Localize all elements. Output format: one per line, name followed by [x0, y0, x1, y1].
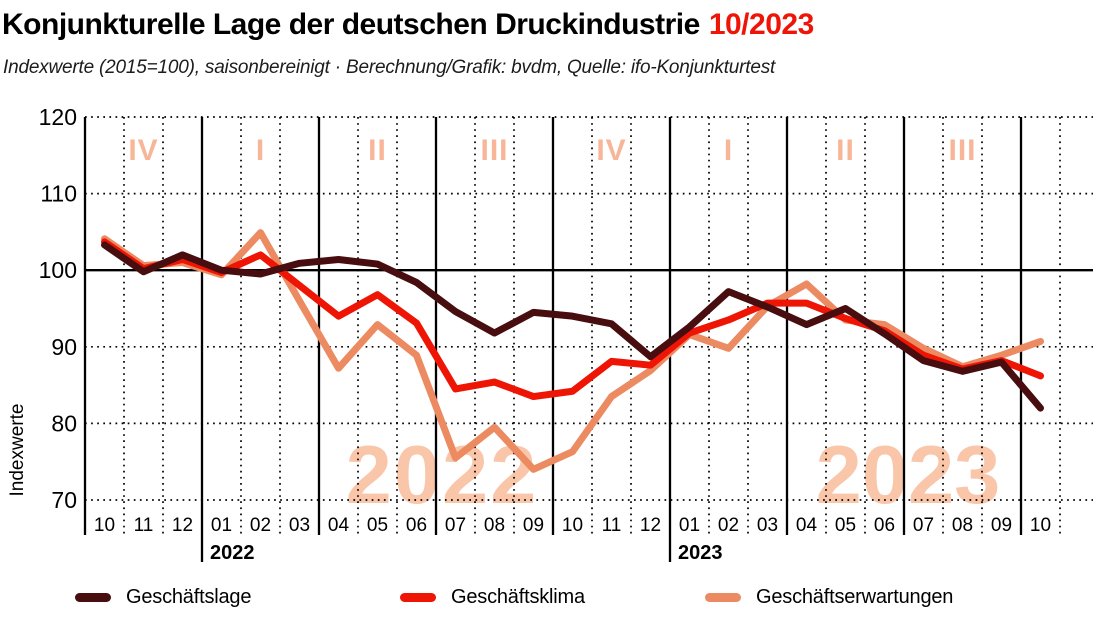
x-tick-0: 10 — [94, 515, 115, 536]
x-tick-24: 10 — [1030, 515, 1051, 536]
y-tick-120: 120 — [39, 104, 77, 130]
legend-label-geschaeftslage: Geschäftslage — [126, 585, 252, 608]
quarter-label-1: IV — [128, 134, 158, 167]
legend-swatch-geschaeftsklima-icon — [400, 592, 436, 602]
x-tick-9: 07 — [445, 515, 466, 536]
y-tick-90: 90 — [51, 334, 77, 360]
year-label-2023: 2023 — [678, 542, 723, 564]
watermark-2023: 2023 — [816, 428, 1001, 521]
quarter-label-5: IV — [596, 134, 626, 167]
x-tick-20: 06 — [874, 515, 895, 536]
x-tick-7: 05 — [367, 515, 388, 536]
x-tick-6: 04 — [328, 515, 350, 536]
legend-swatch-geschaeftslage-icon — [75, 592, 111, 602]
page-subtitle: Indexwerte (2015=100), saisonbereinigt ·… — [3, 57, 776, 78]
x-tick-3: 01 — [211, 515, 232, 536]
x-tick-8: 06 — [406, 515, 427, 536]
x-tick-2: 12 — [172, 515, 193, 536]
x-tick-15: 01 — [679, 515, 700, 536]
y-tick-100: 100 — [39, 257, 77, 283]
quarter-label-7: II — [836, 134, 855, 167]
x-tick-18: 04 — [796, 515, 818, 536]
quarter-label-8: III — [948, 134, 976, 167]
watermark-2022: 2022 — [346, 428, 539, 521]
y-tick-110: 110 — [40, 181, 77, 207]
y-tick-70: 70 — [51, 487, 77, 513]
x-tick-11: 09 — [523, 515, 544, 536]
page-title-text: Konjunkturelle Lage der deutschen Drucki… — [2, 8, 700, 41]
x-tick-16: 02 — [718, 515, 739, 536]
legend-item-geschaeftserwartungen: Geschäftserwartungen — [705, 585, 953, 609]
x-tick-21: 07 — [913, 515, 934, 536]
x-tick-5: 03 — [289, 515, 310, 536]
page-title-date: 10/2023 — [708, 8, 814, 41]
x-tick-4: 02 — [250, 515, 271, 536]
quarter-label-2: I — [256, 134, 265, 167]
legend-item-geschaeftsklima: Geschäftsklima — [400, 585, 585, 609]
legend-swatch-geschaeftserwartungen-icon — [705, 592, 741, 602]
page-title: Konjunkturelle Lage der deutschen Drucki… — [2, 8, 814, 42]
quarter-label-6: I — [724, 134, 733, 167]
legend-label-geschaeftserwartungen: Geschäftserwartungen — [756, 585, 954, 608]
legend-label-geschaeftsklima: Geschäftsklima — [451, 585, 585, 608]
x-tick-19: 05 — [835, 515, 856, 536]
quarter-label-3: II — [368, 134, 387, 167]
x-tick-13: 11 — [602, 515, 622, 536]
x-tick-12: 10 — [562, 515, 583, 536]
x-tick-10: 08 — [484, 515, 505, 536]
x-tick-22: 08 — [952, 515, 973, 536]
series-line-geschaeftslage — [101, 241, 1044, 412]
y-tick-80: 80 — [51, 410, 77, 436]
x-tick-23: 09 — [991, 515, 1012, 536]
year-label-2022: 2022 — [210, 542, 255, 564]
quarter-label-4: III — [480, 134, 508, 167]
x-tick-17: 03 — [757, 515, 778, 536]
legend-item-geschaeftslage: Geschäftslage — [75, 585, 251, 609]
x-tick-14: 12 — [640, 515, 661, 536]
x-tick-1: 11 — [134, 515, 154, 536]
series-line-geschaeftserwartungen — [101, 229, 1044, 473]
